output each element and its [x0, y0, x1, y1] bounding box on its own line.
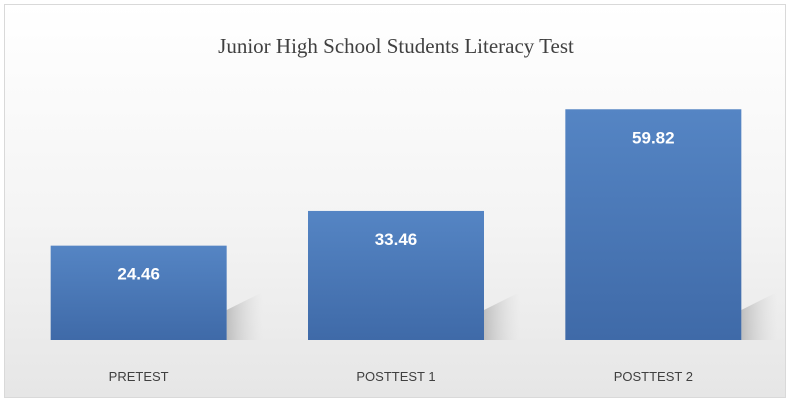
category-label: PRETEST — [109, 369, 169, 384]
chart-title: Junior High School Students Literacy Tes… — [218, 34, 574, 58]
bar-shadow — [741, 292, 778, 340]
category-label: POSTTEST 2 — [614, 369, 693, 384]
bar — [308, 210, 484, 340]
category-label: POSTTEST 1 — [356, 369, 435, 384]
bar — [50, 245, 227, 340]
bar-shadow — [484, 292, 520, 340]
data-label: 59.82 — [632, 128, 675, 147]
bar-shadow — [226, 292, 263, 340]
data-label: 33.46 — [375, 230, 418, 249]
bar — [565, 109, 742, 340]
data-label: 24.46 — [117, 265, 160, 284]
bars-layer: 24.46 PRETEST 33.46 POSTTEST 1 59.82 POSTTEST… — [50, 109, 778, 384]
